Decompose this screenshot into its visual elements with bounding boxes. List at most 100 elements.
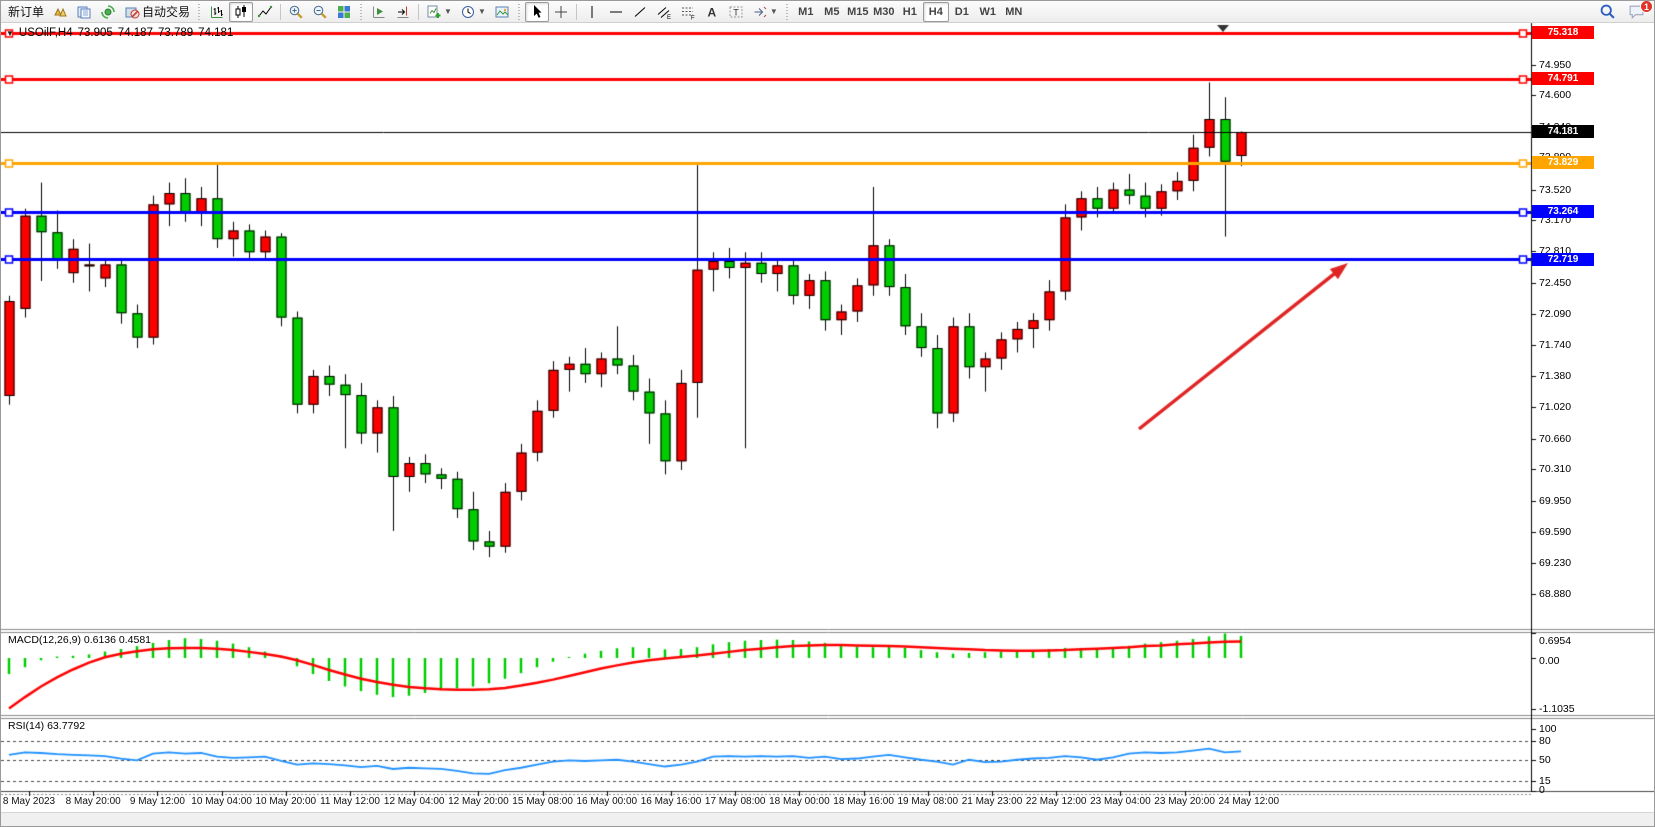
macd-scale-label: 0.6954: [1539, 635, 1572, 647]
navigator-button[interactable]: [96, 2, 120, 22]
timeframe-button-MN[interactable]: MN: [1005, 5, 1023, 18]
text-button[interactable]: A: [700, 2, 724, 22]
time-label: 21 May 23:00: [961, 796, 1023, 807]
crosshair-button[interactable]: [549, 2, 573, 22]
rsi-scale-label: 0: [1539, 784, 1545, 796]
price-tick-label: 74.600: [1539, 89, 1572, 102]
macd-scale-label: -1.1035: [1539, 703, 1575, 715]
price-line-badge: 74.181: [1532, 125, 1594, 139]
zoom-out-icon: [312, 4, 328, 20]
channel-button[interactable]: E: [652, 2, 676, 22]
bar-chart-button[interactable]: [205, 2, 229, 22]
bar-chart-icon: [209, 4, 225, 20]
price-line-badge: 72.719: [1532, 252, 1594, 266]
chart-title: ▼ USOilF,H4 73.905 74.187 73.789 74.181: [6, 27, 233, 39]
price-tick-label: 71.740: [1539, 338, 1572, 351]
zoom-in-icon: [288, 4, 304, 20]
channel-icon: E: [656, 4, 672, 20]
text-label-button[interactable]: T: [724, 2, 748, 22]
price-tick-label: 72.450: [1539, 276, 1572, 289]
timeframe-button-M5[interactable]: M5: [824, 5, 840, 18]
notifications-button[interactable]: 1: [1624, 1, 1653, 22]
time-label: 18 May 16:00: [833, 796, 894, 807]
price-line-badge: 74.791: [1532, 72, 1594, 86]
new-order-label: 新订单: [8, 5, 45, 19]
fibonacci-icon: F: [680, 4, 696, 20]
time-label: 17 May 08:00: [704, 796, 766, 807]
timeframe-button-M15[interactable]: M15: [847, 5, 869, 18]
time-label: 18 May 00:00: [769, 796, 830, 807]
price-line-badge: 73.264: [1532, 205, 1594, 219]
vertical-line-button[interactable]: [580, 2, 604, 22]
dropdown-caret-icon: ▼: [769, 7, 778, 16]
time-label: 11 May 12:00: [320, 796, 380, 807]
line-chart-icon: [257, 4, 273, 20]
candlestick-button[interactable]: [229, 1, 254, 22]
market-watch-button[interactable]: [48, 2, 72, 22]
fibonacci-button[interactable]: F: [676, 2, 700, 22]
price-tick-label: 70.660: [1539, 432, 1572, 445]
toolbar-separator: [575, 3, 577, 20]
timeframe-button-H1[interactable]: H1: [902, 5, 917, 18]
timeframe-button-H4[interactable]: H4: [922, 1, 949, 22]
time-label: 19 May 08:00: [897, 796, 959, 807]
search-button[interactable]: [1595, 2, 1620, 22]
auto-scroll-button[interactable]: [367, 2, 391, 22]
low-value: 73.789: [157, 27, 194, 39]
zoom-out-button[interactable]: [308, 2, 332, 22]
template-button[interactable]: [490, 2, 514, 22]
toolbar-grip: [359, 3, 365, 20]
close-value: 74.181: [198, 27, 234, 39]
new-order-button[interactable]: 新订单: [4, 2, 48, 22]
toolbar-separator: [418, 3, 420, 20]
horizontal-line-button[interactable]: [604, 2, 628, 22]
auto-trading-button[interactable]: 自动交易: [120, 2, 194, 22]
data-window-button[interactable]: [72, 2, 96, 22]
price-tick-label: 71.020: [1539, 401, 1572, 414]
svg-text:F: F: [691, 15, 695, 20]
shapes-button[interactable]: ▼: [748, 2, 782, 22]
macd-scale-label: 0.00: [1539, 655, 1560, 667]
time-label: 10 May 04:00: [191, 796, 252, 807]
new-chart-button[interactable]: ▼: [422, 2, 456, 22]
timeframe-group: M1 M5 M15 M30 H1 H4 D1 W1 MN: [793, 1, 1027, 22]
time-label: 12 May 20:00: [448, 796, 509, 807]
timeframe-button-M30[interactable]: M30: [873, 5, 895, 18]
rsi-scale-label: 50: [1539, 754, 1551, 766]
svg-text:E: E: [667, 15, 671, 20]
line-chart-button[interactable]: [253, 2, 277, 22]
toolbar-separator: [280, 3, 282, 20]
price-tick-label: 70.310: [1539, 463, 1572, 476]
trendline-button[interactable]: [628, 2, 652, 22]
price-line-badge: 75.318: [1532, 26, 1594, 40]
time-label: 8 May 2023: [2, 796, 56, 807]
rsi-scale-label: 15: [1539, 775, 1551, 787]
tile-windows-button[interactable]: [332, 2, 356, 22]
time-label: 23 May 20:00: [1154, 796, 1215, 807]
new-chart-icon: [426, 4, 442, 20]
horizontal-line-icon: [608, 4, 624, 20]
timeframe-button-M1[interactable]: M1: [798, 5, 814, 18]
time-label: 8 May 20:00: [65, 796, 121, 807]
price-tick-label: 69.950: [1539, 494, 1572, 507]
timeframe-button-W1[interactable]: W1: [979, 5, 997, 18]
cursor-button[interactable]: [524, 1, 549, 22]
dropdown-caret-icon: ▼: [444, 7, 452, 16]
data-window-icon: [76, 4, 92, 20]
time-label: 24 May 12:00: [1218, 796, 1280, 807]
price-tick-label: 71.380: [1539, 369, 1572, 382]
title-collapse-icon[interactable]: ▼: [6, 28, 14, 38]
open-value: 73.905: [77, 27, 113, 39]
price-tick-label: 73.520: [1539, 183, 1572, 196]
time-label: 23 May 04:00: [1090, 796, 1151, 807]
crosshair-icon: [553, 4, 569, 20]
chart-shift-button[interactable]: [391, 2, 415, 22]
svg-text:T: T: [733, 7, 739, 17]
period-button[interactable]: ▼: [456, 2, 490, 22]
timeframe-button-D1[interactable]: D1: [954, 5, 969, 18]
notification-badge: 1: [1640, 1, 1653, 13]
zoom-in-button[interactable]: [284, 2, 308, 22]
chart-shift-icon: [395, 4, 411, 20]
